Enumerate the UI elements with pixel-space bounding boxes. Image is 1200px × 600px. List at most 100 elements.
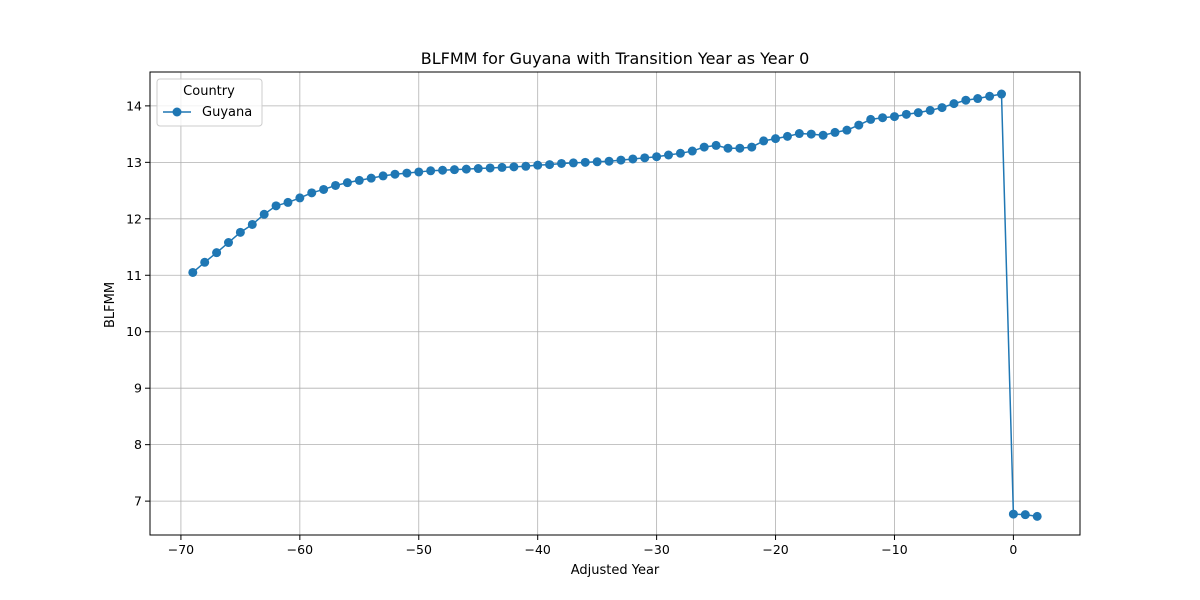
data-point <box>961 95 971 105</box>
x-tick-label: −60 <box>287 542 313 557</box>
data-point <box>889 112 899 122</box>
data-point <box>949 99 959 109</box>
data-point <box>830 127 840 137</box>
data-point <box>188 267 198 277</box>
data-point <box>711 140 721 150</box>
data-point <box>580 157 590 167</box>
data-point <box>235 227 245 237</box>
data-point <box>782 131 792 141</box>
axis-ticks: −70 −60 −50 −40 −30 −20 −10 0 7 8 9 10 11 12 13 14 <box>126 98 1017 557</box>
data-point <box>271 201 281 211</box>
data-point <box>806 129 816 139</box>
data-point <box>533 160 543 170</box>
data-point <box>937 103 947 113</box>
data-point <box>390 169 400 179</box>
data-point <box>366 173 376 183</box>
data-point <box>1008 509 1018 519</box>
y-axis-label: BLFMM <box>103 282 118 328</box>
data-point <box>997 89 1007 99</box>
data-point <box>925 105 935 115</box>
chart-title: BLFMM for Guyana with Transition Year as… <box>421 49 810 68</box>
data-point <box>759 136 769 146</box>
x-tick-label: −50 <box>406 542 432 557</box>
x-tick-label: −10 <box>881 542 907 557</box>
x-tick-label: −40 <box>525 542 551 557</box>
y-tick-label: 13 <box>126 155 142 170</box>
data-point <box>866 114 876 124</box>
data-point <box>652 152 662 162</box>
data-point <box>295 193 305 203</box>
data-point <box>331 180 341 190</box>
data-point <box>545 160 555 170</box>
data-point <box>212 248 222 258</box>
data-point <box>854 120 864 130</box>
data-point <box>378 171 388 181</box>
data-point <box>1032 511 1042 521</box>
legend-box <box>156 78 263 127</box>
data-point <box>449 165 459 175</box>
data-point <box>592 157 602 167</box>
y-tick-label: 9 <box>134 381 142 396</box>
x-tick-label: −70 <box>168 542 194 557</box>
x-tick-label: 0 <box>1009 542 1017 557</box>
data-point <box>973 94 983 104</box>
data-point <box>485 163 495 173</box>
y-tick-label: 10 <box>126 324 142 339</box>
y-tick-label: 11 <box>126 268 142 283</box>
data-point <box>699 142 709 152</box>
legend-title: Country <box>183 84 235 99</box>
x-axis-label: Adjusted Year <box>571 563 660 578</box>
x-tick-label: −20 <box>762 542 788 557</box>
y-tick-label: 7 <box>134 494 142 509</box>
data-point <box>901 109 911 119</box>
data-point <box>402 168 412 178</box>
y-tick-label: 14 <box>126 98 142 113</box>
data-point <box>687 146 697 156</box>
y-tick-label: 12 <box>126 211 142 226</box>
data-point <box>307 188 317 198</box>
y-tick-label: 8 <box>134 437 142 452</box>
data-point <box>414 167 424 177</box>
data-point <box>818 130 828 140</box>
data-point <box>283 197 293 207</box>
plot-frame <box>149 71 1081 536</box>
data-point <box>628 154 638 164</box>
data-point <box>497 162 507 172</box>
data-point <box>985 91 995 101</box>
data-point <box>461 164 471 174</box>
data-point <box>342 178 352 188</box>
data-point <box>640 153 650 163</box>
data-point <box>723 143 733 153</box>
x-tick-label: −30 <box>643 542 669 557</box>
data-point <box>473 164 483 174</box>
legend: Country Guyana <box>156 78 263 127</box>
data-point <box>664 150 674 160</box>
data-point <box>319 184 329 194</box>
data-point <box>556 158 566 168</box>
data-point <box>438 165 448 175</box>
data-point <box>842 125 852 135</box>
grid <box>150 72 1080 535</box>
data-point <box>735 143 745 153</box>
legend-entry-guyana: Guyana <box>202 105 252 120</box>
data-point <box>675 148 685 158</box>
data-point <box>259 209 269 219</box>
data-point <box>426 166 436 176</box>
data-point <box>200 257 210 267</box>
data-point <box>913 108 923 118</box>
data-point <box>616 155 626 165</box>
series-layer <box>188 89 1042 521</box>
data-point <box>878 113 888 123</box>
data-point <box>509 162 519 172</box>
data-point <box>521 161 531 171</box>
data-point <box>568 158 578 168</box>
data-point <box>247 219 257 229</box>
data-point <box>771 134 781 144</box>
data-point <box>747 142 757 152</box>
data-point <box>604 156 614 166</box>
legend-marker-swatch <box>172 107 182 117</box>
data-point <box>1020 510 1030 520</box>
data-point <box>354 175 364 185</box>
data-point <box>223 238 233 248</box>
